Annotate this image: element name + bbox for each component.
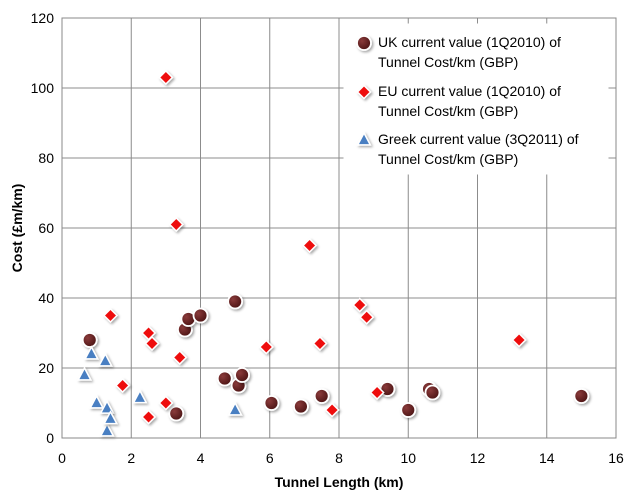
x-tick-label: 8 [335,450,343,466]
circle-point [315,389,329,403]
y-tick-labels: 0 20 40 60 80 100 120 [31,10,55,446]
legend-label: UK current value (1Q2010) of [378,34,561,50]
circle-point [83,333,97,347]
legend-marker-circle [357,36,371,50]
circle-point [228,295,242,309]
circle-point [425,386,439,400]
x-tick-label: 4 [197,450,205,466]
x-tick-label: 12 [470,450,486,466]
legend: UK current value (1Q2010) of Tunnel Cost/… [344,24,608,174]
y-axis-title: Cost (£m/km) [9,184,25,273]
y-tick-label: 60 [38,220,54,236]
x-tick-labels: 0 2 4 6 8 10 12 14 16 [58,450,624,466]
y-tick-label: 100 [31,80,55,96]
circle-point [574,389,588,403]
circle-point [401,403,415,417]
circle-point [218,372,232,386]
x-tick-label: 16 [608,450,624,466]
x-tick-label: 2 [127,450,135,466]
circle-point [264,396,278,410]
y-tick-label: 0 [46,430,54,446]
legend-label: Tunnel Cost/km (GBP) [378,103,518,119]
y-tick-label: 40 [38,290,54,306]
x-tick-label: 6 [266,450,274,466]
y-tick-label: 80 [38,150,54,166]
x-axis-title: Tunnel Length (km) [275,474,404,490]
y-tick-label: 120 [31,10,55,26]
circle-point [294,400,308,414]
circle-point [169,407,183,421]
legend-label: Greek current value (3Q2011) of [378,131,579,147]
legend-label: EU current value (1Q2010) of [378,83,561,99]
y-tick-label: 20 [38,360,54,376]
x-tick-label: 14 [539,450,555,466]
legend-label: Tunnel Cost/km (GBP) [378,54,518,70]
legend-label: Tunnel Cost/km (GBP) [378,151,518,167]
circle-point [235,368,249,382]
circle-point [194,309,208,323]
x-tick-label: 0 [58,450,66,466]
x-tick-label: 10 [400,450,416,466]
